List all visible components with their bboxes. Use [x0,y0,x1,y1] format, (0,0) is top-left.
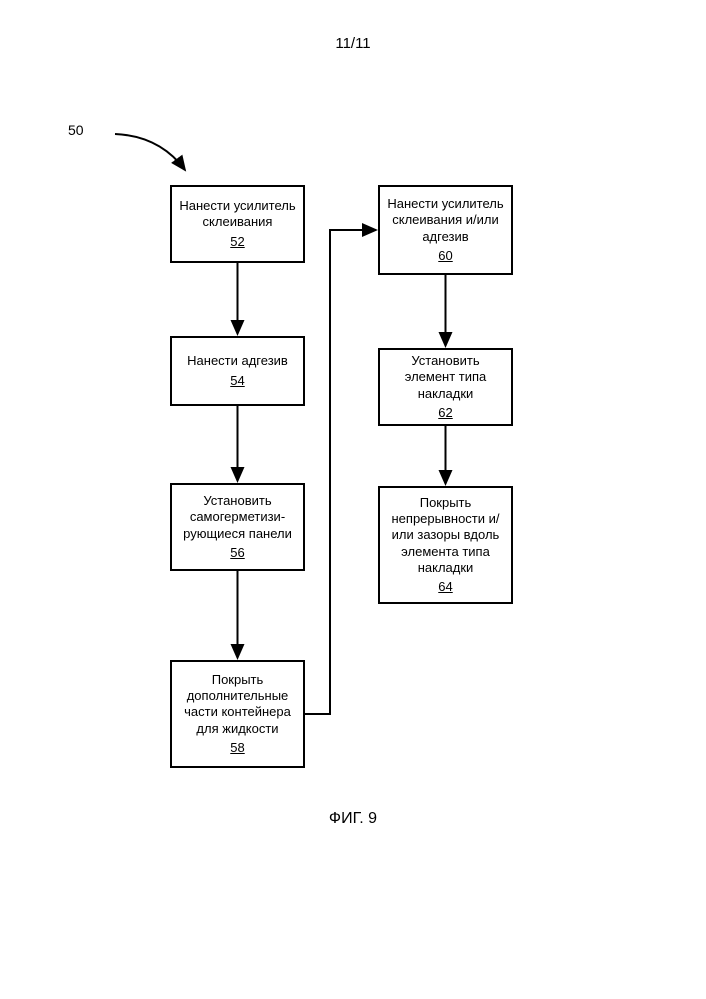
step-54-apply-adhesive: Нанести адгезив 54 [170,336,305,406]
step-number: 52 [230,234,244,250]
step-text: Нанести усилитель склеивания [178,198,297,231]
step-text: Установить самогерметизи­рующиеся панели [178,493,297,542]
step-text: Покрыть непрерывности и/или зазоры вдоль… [386,495,505,576]
step-number: 64 [438,579,452,595]
step-56-install-panels: Установить самогерметизи­рующиеся панели… [170,483,305,571]
step-52-apply-adhesion-enhancer: Нанести усилитель склеивания 52 [170,185,305,263]
step-number: 58 [230,740,244,756]
step-text: Покрыть дополнительные части контейнера … [178,672,297,737]
step-text: Нанести адгезив [187,353,288,369]
step-number: 54 [230,373,244,389]
step-60-apply-enhancer-or-adhesive: Нанести усилитель склеивания и/или адгез… [378,185,513,275]
step-number: 62 [438,405,452,421]
step-text: Нанести усилитель склеивания и/или адгез… [386,196,505,245]
step-number: 60 [438,248,452,264]
step-text: Установить элемент типа накладки [386,353,505,402]
step-64-cover-discontinuities: Покрыть непрерывности и/или зазоры вдоль… [378,486,513,604]
step-62-install-overlay: Установить элемент типа накладки 62 [378,348,513,426]
step-58-cover-container-parts: Покрыть дополнительные части контейнера … [170,660,305,768]
flow-arrows [0,0,706,999]
figure-caption: ФИГ. 9 [0,810,706,828]
step-number: 56 [230,545,244,561]
